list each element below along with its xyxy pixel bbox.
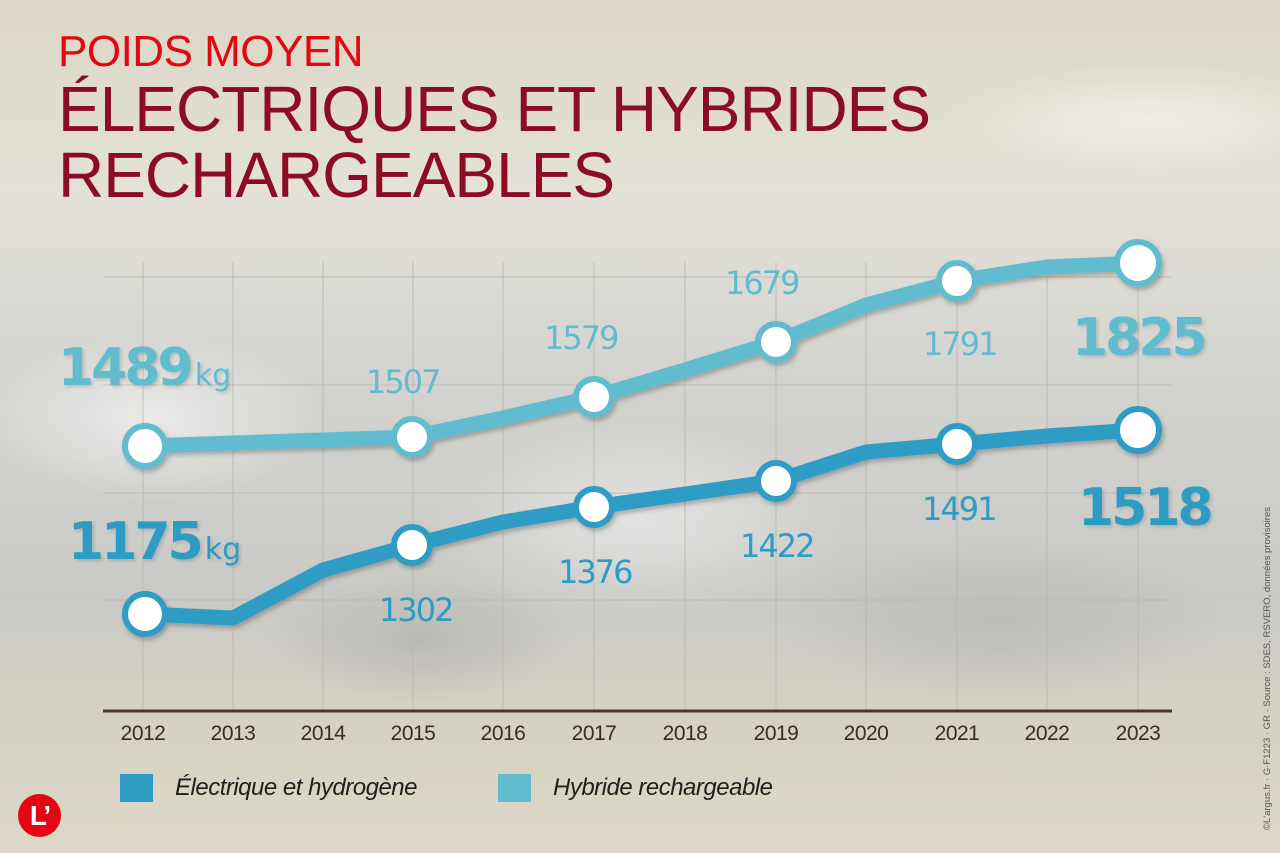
- kicker-title: POIDS MOYEN: [58, 27, 364, 76]
- label-hybrid-2015: 1507: [366, 363, 441, 401]
- x-tick-2015: 2015: [390, 722, 436, 745]
- hybrid-start-unit: kg: [194, 358, 232, 393]
- x-tick-2019: 2019: [753, 722, 799, 745]
- series-electric: [122, 406, 1162, 637]
- electric-start-number: 1175: [68, 512, 204, 572]
- electric-start-unit: kg: [204, 532, 242, 567]
- x-tick-2022: 2022: [1024, 722, 1070, 745]
- point-electric-2021[interactable]: [936, 423, 978, 465]
- legend-item-hybrid[interactable]: Hybride rechargeable: [498, 774, 773, 802]
- point-hybrid-2019[interactable]: [755, 321, 797, 363]
- point-electric-2023[interactable]: [1114, 406, 1162, 454]
- headline-line-2: RECHARGEABLES: [58, 139, 615, 211]
- x-axis-labels: 2012 2013 2014 2015 2016 2017 2018 2019 …: [0, 722, 1280, 752]
- label-electric-2019: 1422: [740, 527, 815, 565]
- x-tick-2013: 2013: [210, 722, 256, 745]
- point-hybrid-2015[interactable]: [391, 416, 433, 458]
- hybrid-end-value: 1825: [1072, 308, 1208, 368]
- x-tick-2017: 2017: [571, 722, 617, 745]
- series-hybrid: [122, 239, 1162, 469]
- point-hybrid-2017[interactable]: [573, 376, 615, 418]
- electric-end-value: 1518: [1078, 478, 1214, 538]
- point-electric-2012[interactable]: [122, 591, 168, 637]
- gridlines: [103, 262, 1172, 711]
- x-tick-2016: 2016: [480, 722, 526, 745]
- legend-swatch-electric: [120, 774, 153, 802]
- label-electric-2015: 1302: [379, 591, 454, 629]
- x-tick-2014: 2014: [300, 722, 346, 745]
- label-hybrid-2019: 1679: [725, 264, 800, 302]
- point-electric-2017[interactable]: [573, 486, 615, 528]
- point-electric-2019[interactable]: [755, 460, 797, 502]
- hybrid-start-value: 1489 kg: [58, 338, 231, 398]
- x-tick-2021: 2021: [934, 722, 980, 745]
- x-tick-2012: 2012: [120, 722, 166, 745]
- point-hybrid-2012[interactable]: [122, 423, 168, 469]
- point-hybrid-2023[interactable]: [1114, 239, 1162, 287]
- electric-start-value: 1175 kg: [68, 512, 241, 572]
- point-hybrid-2021[interactable]: [936, 260, 978, 302]
- largus-logo: L’: [18, 794, 61, 837]
- x-tick-2018: 2018: [662, 722, 708, 745]
- legend-swatch-hybrid: [498, 774, 531, 802]
- legend-label-hybrid: Hybride rechargeable: [553, 774, 773, 801]
- source-credit: ©L'argus.fr · G·F1223 · GR · Source : SD…: [1262, 507, 1273, 830]
- label-electric-2017: 1376: [558, 553, 633, 591]
- label-hybrid-2021: 1791: [923, 325, 998, 363]
- legend-label-electric: Électrique et hydrogène: [175, 774, 418, 801]
- title-block: POIDS MOYEN ÉLECTRIQUES ET HYBRIDES RECH…: [58, 27, 931, 211]
- label-hybrid-2017: 1579: [544, 319, 619, 357]
- legend-item-electric[interactable]: Électrique et hydrogène: [120, 774, 418, 802]
- x-tick-2020: 2020: [843, 722, 889, 745]
- hybrid-start-number: 1489: [58, 338, 194, 398]
- point-electric-2015[interactable]: [391, 524, 433, 566]
- headline-line-1: ÉLECTRIQUES ET HYBRIDES: [58, 73, 931, 145]
- label-electric-2021: 1491: [922, 490, 997, 528]
- x-tick-2023: 2023: [1115, 722, 1161, 745]
